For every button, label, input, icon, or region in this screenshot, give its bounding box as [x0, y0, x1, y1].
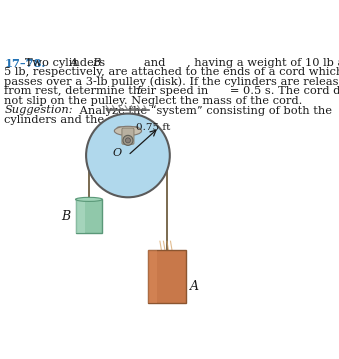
Text: B: B [93, 58, 101, 68]
Ellipse shape [114, 126, 142, 135]
Text: from rest, determine their speed in         = 0.5 s. The cord does: from rest, determine their speed in = 0.… [4, 87, 339, 96]
Text: t: t [137, 87, 141, 96]
Text: 0.75 ft: 0.75 ft [136, 123, 171, 132]
Text: Analyze the “system” consisting of both the: Analyze the “system” consisting of both … [4, 106, 332, 116]
Text: A: A [190, 280, 199, 293]
Circle shape [125, 138, 131, 143]
Text: 17–78.: 17–78. [4, 58, 45, 69]
Text: passes over a 3-lb pulley (disk). If the cylinders are released: passes over a 3-lb pulley (disk). If the… [4, 77, 339, 87]
Text: not slip on the pulley. Neglect the mass of the cord.: not slip on the pulley. Neglect the mass… [4, 96, 303, 106]
Text: O: O [113, 148, 122, 158]
FancyBboxPatch shape [122, 128, 134, 144]
Ellipse shape [76, 197, 102, 201]
Bar [76, 199, 85, 233]
Bar [147, 250, 157, 303]
Text: 5 lb, respectively, are attached to the ends of a cord which: 5 lb, respectively, are attached to the … [4, 67, 339, 77]
Text: A: A [70, 58, 78, 68]
Circle shape [123, 135, 133, 145]
Text: Suggestion:: Suggestion: [4, 106, 73, 116]
Circle shape [86, 113, 170, 197]
Text: cylinders and the pulley.: cylinders and the pulley. [4, 115, 145, 125]
Bar [147, 250, 186, 303]
Text: Two cylinders                and         , having a weight of 10 lb and: Two cylinders and , having a weight of 1… [25, 58, 339, 68]
Text: B: B [61, 210, 70, 223]
Bar [76, 199, 102, 233]
